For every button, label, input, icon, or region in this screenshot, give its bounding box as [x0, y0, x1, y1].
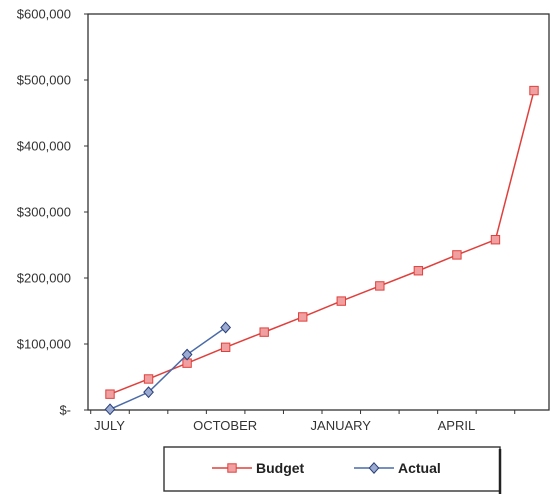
actual-series [104, 321, 232, 416]
budget-point [105, 389, 115, 399]
actual-point [143, 386, 154, 399]
actual-point [220, 321, 232, 334]
budget-point [298, 312, 308, 322]
budget-point [220, 342, 231, 353]
y-tick-label: $400,000 [17, 139, 71, 154]
budget-point [143, 374, 154, 384]
budget-point [375, 281, 385, 291]
budget-point [490, 235, 501, 245]
series-layer [104, 85, 539, 416]
y-tick-label: $500,000 [17, 73, 71, 88]
y-tick-label: $- [59, 403, 71, 418]
budget-point [452, 250, 462, 260]
actual-legend-marker [368, 462, 380, 474]
actual-point [181, 348, 193, 361]
plot-area [87, 13, 550, 411]
y-tick-label: $200,000 [17, 271, 71, 286]
budget-line [109, 90, 535, 395]
budget-point [336, 296, 346, 306]
y-axis: $- $100,000 $200,000 $300,000 $400,000 $500,0… [17, 7, 88, 418]
budget-point [259, 327, 269, 337]
x-tick-label: JULY [94, 418, 125, 433]
x-tick-label: JANUARY [311, 418, 372, 433]
x-tick-label: APRIL [438, 418, 476, 433]
x-tick-label: OCTOBER [193, 418, 257, 433]
x-axis: JULY OCTOBER JANUARY APRIL [90, 410, 516, 433]
budget-series [105, 85, 539, 399]
budget-legend-marker [227, 463, 237, 473]
actual-point [104, 403, 116, 416]
budget-point [529, 85, 539, 96]
actual-line [109, 326, 227, 411]
actual-legend-label: Actual [398, 460, 441, 476]
budget-point [413, 266, 424, 276]
budget-legend-label: Budget [256, 460, 305, 476]
y-tick-label: $300,000 [17, 205, 71, 220]
y-tick-label: $100,000 [17, 337, 71, 352]
y-tick-label: $600,000 [17, 7, 71, 22]
legend: Budget Actual [163, 446, 502, 494]
legend-box [163, 446, 501, 492]
